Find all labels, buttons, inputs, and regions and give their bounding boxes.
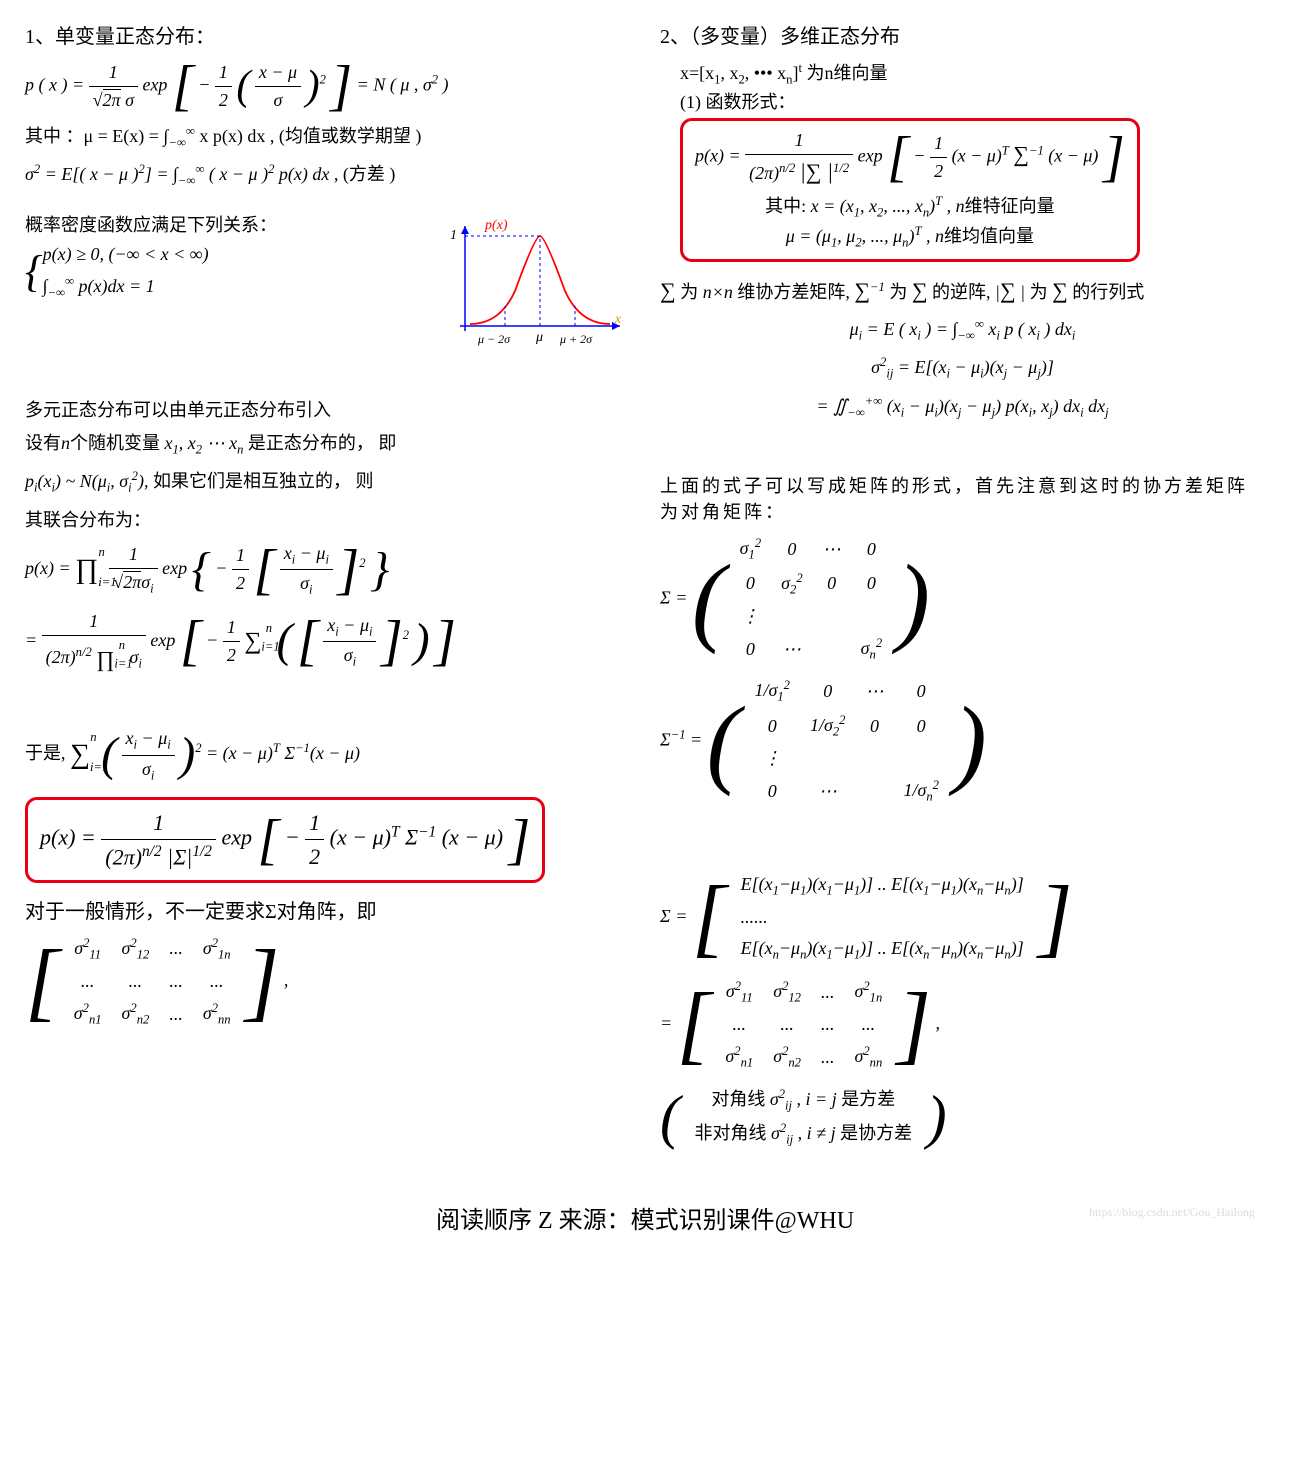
sigma-diag: Σ = ( σ120⋯0 0σ2200 ⋮ 0⋯σn2 ) [660,532,1265,666]
sec2-title: 多元正态分布可以由单元正态分布引入 [25,396,630,422]
right-l2: (1) 函数形式： [680,88,1265,114]
svg-text:p(x): p(x) [484,218,508,233]
eq-sum-quad: 于是, ∑i=1n ( xi − μiσi )2 = (x − μ)T Σ−1(… [25,725,630,785]
eq-mu-i: μi = E ( xi ) = ∫−∞∞ xi p ( xi ) dxi [660,315,1265,345]
eq-mu-def: 其中 ：μ = E(x) = ∫−∞∞ x p(x) dx , (均值或数学期望… [25,122,630,152]
footer: 阅读顺序 Z 来源：模式识别课件@WHU [25,1200,1265,1235]
eq-px-normal: p ( x ) = 1√2π σ exp [ − 12 ( x − μσ )2 … [25,59,630,114]
eq-product2: = 1(2π)n/2 ∏i=1n σi exp [ − 12 ∑i=1n ( [… [25,608,630,675]
sigma-general-matrix: [ σ211σ212...σ21n ............ σ2n1σ2n2.… [25,932,630,1032]
density-label: 概率密度函数应满足下列关系： [25,211,410,237]
eq-sigma-ij2: = ∬−∞+∞ (xi − μi)(xj − μj) p(xi, xj) dxi… [660,392,1265,422]
right-l1: x=[x1, x2, ••• xn]t 为n维向量 [680,59,1265,88]
sec2-l1: 设有n个随机变量 x1, x2 ⋯ xn 是正态分布的， 即 [25,430,630,459]
right-boxed-eq: p(x) = 1(2π)n/2 |∑ |1/2 exp [ − 12 (x − … [680,118,1140,262]
eq-product: p(x) = ∏i=1n 1√2πσi exp { − 12 [ xi − μi… [25,540,630,600]
svg-text:1: 1 [450,228,457,243]
left-heading: 1、单变量正态分布： [25,20,630,49]
eq-var-def: σ2 = E[( x − μ )2] = ∫−∞∞ ( x − μ )2 p(x… [25,160,630,190]
eq-main-boxed: p(x) = 1(2π)n/2 |Σ|1/2 exp [ − 12 (x − μ… [25,797,545,882]
svg-text:μ − 2σ: μ − 2σ [477,332,511,346]
diag-note: ( 对角线 σ2ij , i = j 是方差 非对角线 σ2ij , i ≠ j… [660,1083,1265,1152]
svg-text:x: x [614,312,622,327]
sec2-l2: pi(xi) ~ N(μi, σi2), 如果它们是相互独立的， 则 [25,467,630,497]
sigma-E-matrix: Σ = [ E[(x1−μ1)(x1−μ1)] .. E[(x1−μ1)(xn−… [660,869,1265,967]
svg-text:μ: μ [535,330,543,345]
right-heading: 2、（多变量）多维正态分布 [660,20,1265,49]
watermark: https://blog.csdn.net/Gou_Hailong [1089,1205,1255,1220]
sigma-inv: Σ−1 = ( 1/σ120⋯0 01/σ2200 ⋮ 0⋯1/σn2 ) [660,674,1265,808]
right-note1: ∑ 为 n×n 维协方差矩阵, ∑−1 为 ∑ 的逆阵, |∑ | 为 ∑ 的行… [660,274,1265,307]
sec2-l3: 其联合分布为： [25,506,630,532]
eq-sigma-ij: σ2ij = E[(xi − μi)(xj − μj)] [660,353,1265,383]
right-para1: 上面的式子可以写成矩阵的形式，首先注意到这时的协方差矩阵为对角矩阵： [660,472,1265,524]
sec3-note: 对于一般情形，不一定要求Σ对角阵，即 [25,895,630,924]
svg-text:μ + 2σ: μ + 2σ [559,332,593,346]
sigma-sig-matrix: = [ σ211σ212...σ21n ............ σ2n1σ2n… [660,975,1265,1075]
normal-curve-plot: 1 p(x) x μ μ − 2σ μ + 2σ [440,211,630,356]
